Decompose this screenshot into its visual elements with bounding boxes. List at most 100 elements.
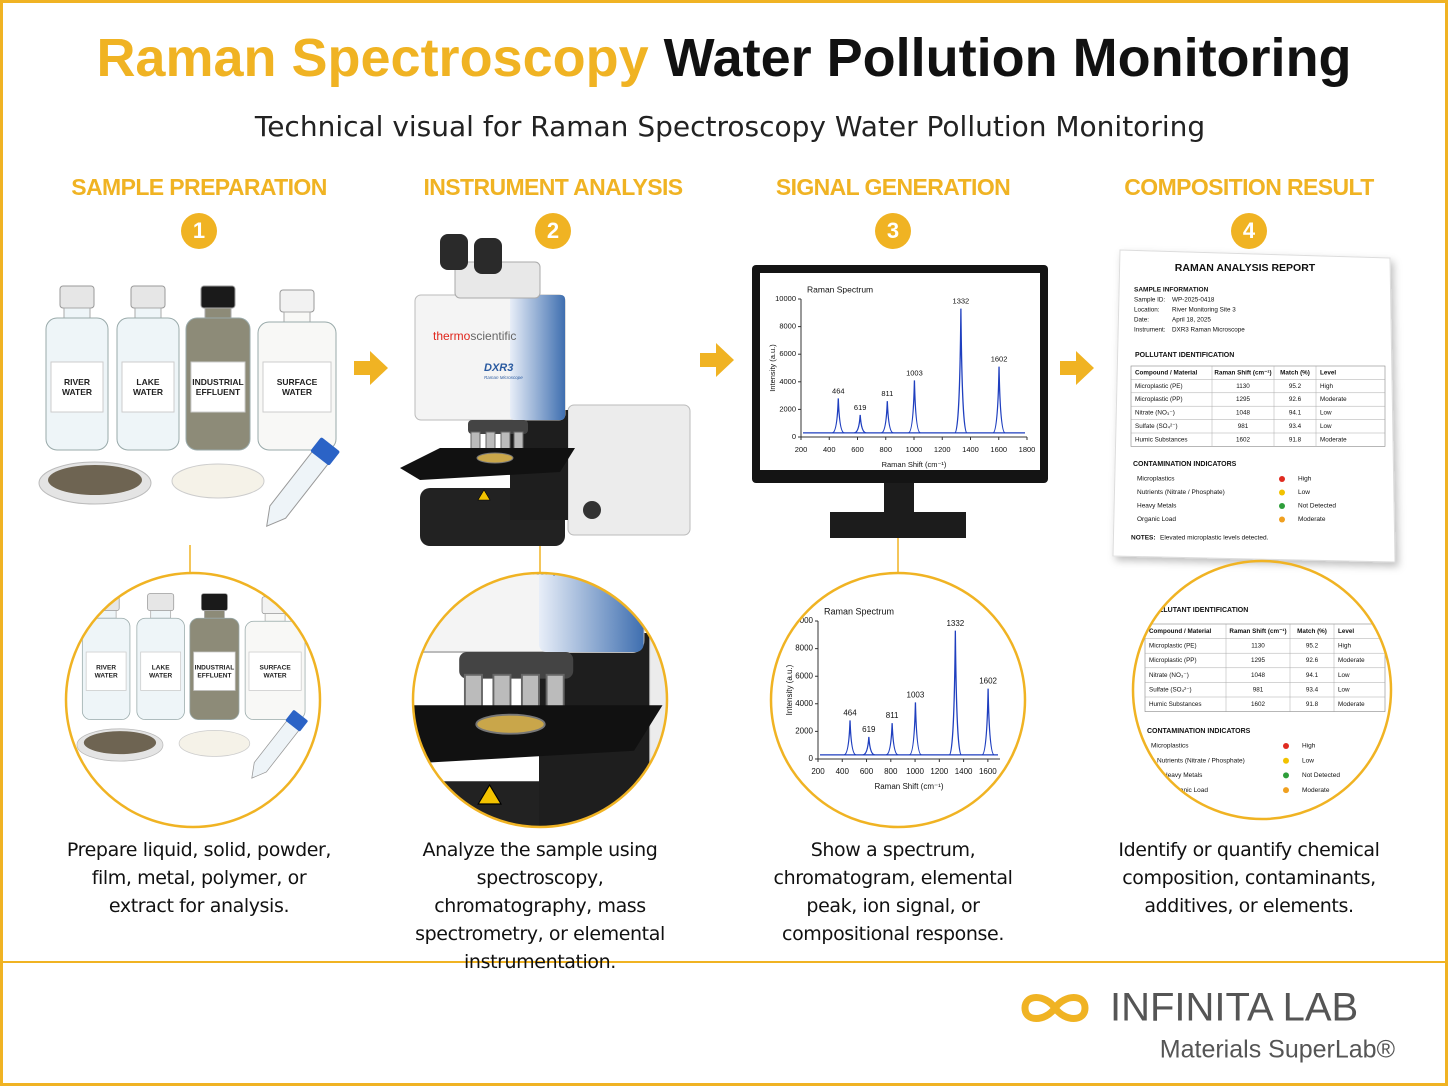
nosepiece: [468, 420, 528, 434]
x-tick-label: 400: [836, 767, 850, 776]
y-tick-label: 2000: [795, 727, 813, 736]
peak: [862, 736, 875, 756]
soil: [83, 731, 157, 755]
table-cell: Moderate: [1320, 436, 1347, 443]
indicator-dot: [1283, 757, 1289, 764]
nosepiece: [459, 652, 574, 679]
tube-body: [266, 450, 330, 528]
table-cell: Moderate: [1320, 396, 1347, 403]
table-cell: Humic Substances: [1135, 436, 1188, 443]
y-axis-label: Intensity (a.u.): [768, 344, 777, 392]
bottle-neck: [134, 307, 162, 319]
y-tick-label: 8000: [779, 322, 796, 331]
step-description: Show a spectrum, chromatogram, elemental…: [773, 839, 1013, 945]
table-cell: Moderate: [1338, 701, 1365, 708]
zoom-view: RIVER WATER LAKE WATER INDUSTRIAL EFFLUENT…: [76, 593, 308, 779]
table-cell: 1602: [1236, 436, 1251, 443]
table-cell: 1130: [1236, 383, 1250, 390]
x-tick-label: 1600: [979, 767, 997, 776]
report: RAMAN ANALYSIS REPORT SAMPLE INFORMATION S…: [1112, 249, 1396, 563]
table-cell: Microplastic (PE): [1135, 383, 1183, 390]
table-header: Level: [1338, 628, 1354, 635]
flow-arrow: [354, 351, 388, 385]
bottle-cap: [59, 285, 95, 309]
section-title: SAMPLE INFORMATION: [1134, 287, 1209, 294]
peak-label: 464: [832, 386, 845, 395]
objective: [463, 673, 483, 710]
model-sub: Raman Microscope: [484, 375, 523, 380]
x-tick-label: 600: [851, 445, 864, 454]
table-cell: Low: [1320, 423, 1332, 430]
tube-cap: [310, 437, 340, 466]
zoom-circle: [64, 571, 322, 829]
table-cell: 93.4: [1289, 423, 1302, 430]
y-tick-label: 6000: [779, 349, 796, 358]
side-knob: [583, 501, 601, 519]
indicator-dot: [1283, 743, 1289, 749]
indicator-dot: [1279, 516, 1285, 523]
table-cell: 94.1: [1306, 672, 1319, 679]
y-tick-label: 2000: [779, 404, 796, 413]
peak-label: 1602: [991, 355, 1008, 364]
tube: [266, 437, 340, 528]
indicator-level: High: [1298, 476, 1312, 483]
info-label: Location:: [1134, 307, 1160, 314]
peak-label: 811: [881, 389, 893, 398]
x-axis-label: Raman Shift (cm⁻¹): [882, 460, 947, 469]
peak: [881, 401, 894, 434]
y-tick-label: 10000: [775, 294, 796, 303]
table-cell: 91.8: [1289, 436, 1302, 443]
step-number: 2: [547, 218, 559, 243]
eyepiece: [474, 238, 502, 274]
brand-a: thermo: [433, 329, 471, 343]
step-number: 3: [887, 218, 899, 243]
footer-brand: INFINITA LAB: [1110, 986, 1358, 1030]
step-badge: [1231, 213, 1267, 249]
y-tick-label: 0: [809, 754, 814, 763]
table-cell: Sulfate (SO₄²⁻): [1149, 686, 1192, 693]
bottle-cap: [200, 593, 228, 611]
side-knob: [678, 806, 712, 840]
step-number: 4: [1243, 218, 1256, 243]
x-tick-label: 1000: [906, 445, 923, 454]
step-title: SAMPLE PREPARATION: [71, 174, 326, 200]
sample-dish: [475, 713, 546, 735]
table-header: Level: [1320, 369, 1336, 376]
sample-dish: [476, 452, 514, 464]
x-tick-label: 400: [823, 445, 836, 454]
zoom-circle: [411, 571, 669, 829]
indicator-dot: [1279, 476, 1285, 482]
bottle-label: [50, 361, 104, 413]
label-box: RIVER WATER: [95, 664, 118, 679]
x-tick-label: 1200: [930, 767, 948, 776]
samples: RIVER WATER LAKE WATER INDUSTRIAL EFFLUENT…: [38, 285, 340, 528]
indicator-level: Not Detected: [1298, 503, 1336, 510]
table-header: Compound / Material: [1149, 628, 1212, 635]
brand-b: scientific: [470, 329, 516, 343]
zoom-view: Raman Spectrum 0 2000 4000 6000 8000 10000 200 4…: [785, 606, 1000, 791]
table-cell: 1130: [1251, 643, 1265, 650]
model: DXR3: [484, 362, 513, 374]
chart-title: Raman Spectrum: [807, 284, 873, 294]
peak-label: 1332: [946, 619, 964, 628]
step-title: COMPOSITION RESULT: [1124, 174, 1374, 200]
label-box: RIVER WATER: [62, 377, 92, 397]
zoom-circle: [1131, 559, 1393, 821]
table-cell: Nitrate (NO₃⁻): [1135, 410, 1175, 417]
tube-cap: [285, 710, 308, 732]
table-cell: 92.6: [1289, 396, 1302, 403]
section-title: POLLUTANT IDENTIFICATION: [1135, 352, 1234, 359]
label-box: SURFACE WATER: [277, 377, 318, 397]
indicator-level: High: [1302, 743, 1316, 750]
table-cell: High: [1320, 383, 1333, 390]
indicator-name: Heavy Metals: [1137, 503, 1177, 510]
bottle-cap: [147, 593, 175, 611]
sample-label: INDUSTRIAL EFFLUENT: [192, 377, 244, 397]
objective: [545, 673, 565, 710]
step-description: Prepare liquid, solid, powder, film, met…: [66, 839, 332, 917]
table-cell: Microplastic (PP): [1135, 396, 1183, 403]
x-axis-label: Raman Shift (cm⁻¹): [874, 782, 943, 791]
bottle-cap: [130, 285, 166, 309]
